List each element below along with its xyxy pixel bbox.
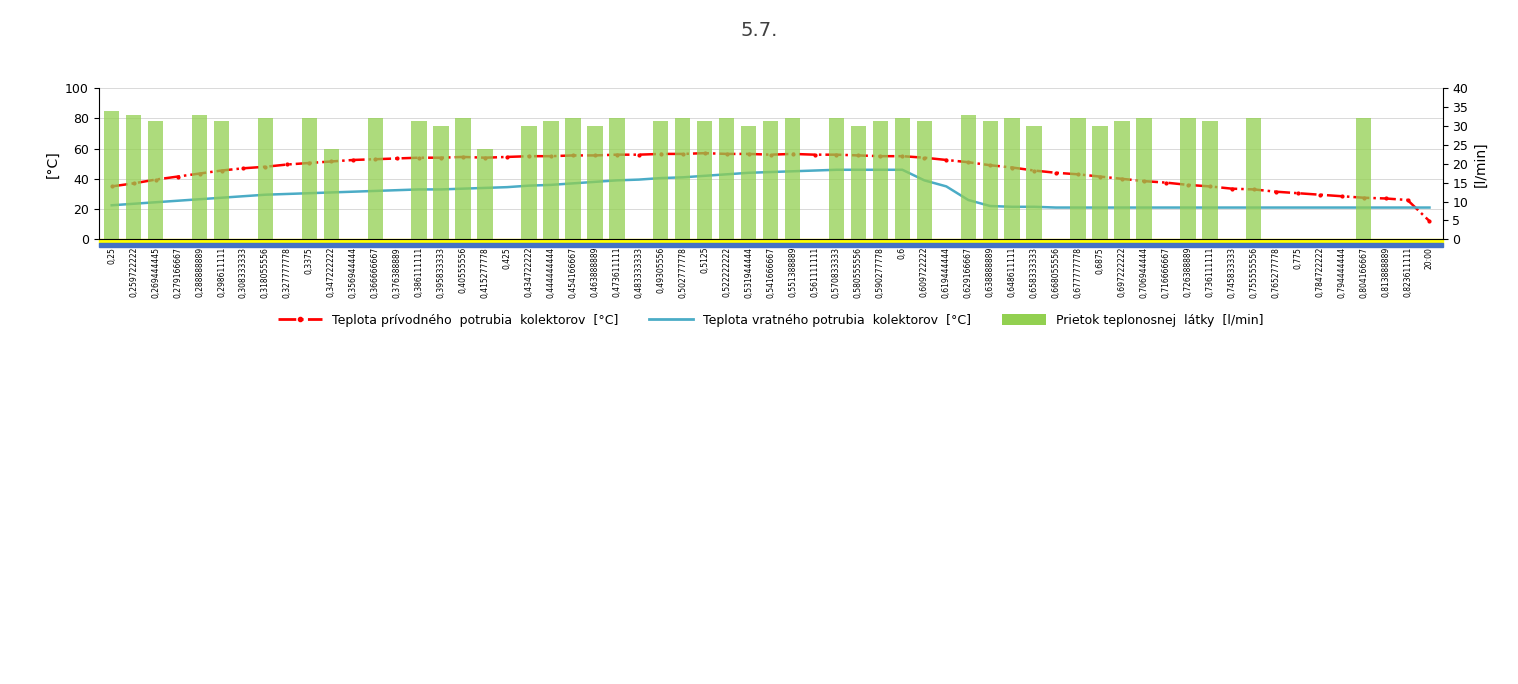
Bar [917, 122, 932, 239]
Bar [1246, 118, 1261, 239]
Bar [1356, 118, 1371, 239]
Bar [543, 122, 559, 239]
Bar [1202, 122, 1217, 239]
Bar [653, 122, 668, 239]
Bar [214, 122, 229, 239]
Y-axis label: [l/min]: [l/min] [1474, 141, 1488, 187]
Bar [565, 118, 580, 239]
Bar [785, 118, 800, 239]
Bar [258, 118, 273, 239]
Bar [323, 148, 339, 239]
Bar [587, 126, 603, 239]
Bar [1137, 118, 1152, 239]
Bar [873, 122, 888, 239]
Bar [1114, 122, 1129, 239]
Bar [367, 118, 383, 239]
Bar [434, 126, 449, 239]
Bar [676, 118, 691, 239]
Text: 5.7.: 5.7. [741, 21, 777, 40]
Bar [1070, 118, 1085, 239]
Bar [105, 111, 120, 239]
Bar [455, 118, 471, 239]
Bar [609, 118, 624, 239]
Bar [99, 239, 1442, 243]
Bar [1093, 126, 1108, 239]
Bar [850, 126, 867, 239]
Bar [126, 116, 141, 239]
Bar [477, 148, 493, 239]
Bar [982, 122, 997, 239]
Legend: Teplota prívodného  potrubia  kolektorov  [°C], Teplota vratného potrubia  kolek: Teplota prívodného potrubia kolektorov [… [278, 314, 1263, 327]
Bar [147, 122, 164, 239]
Bar [829, 118, 844, 239]
Y-axis label: [°C]: [°C] [46, 150, 59, 178]
Bar [302, 118, 317, 239]
Bar [1026, 126, 1041, 239]
Bar [1179, 118, 1196, 239]
Bar [1005, 118, 1020, 239]
Bar [894, 118, 911, 239]
Bar [764, 122, 779, 239]
Bar [697, 122, 712, 239]
Bar [191, 116, 208, 239]
Bar [411, 122, 427, 239]
Bar [99, 243, 1442, 247]
Bar [720, 118, 735, 239]
Bar [521, 126, 537, 239]
Bar [741, 126, 756, 239]
Bar [961, 116, 976, 239]
